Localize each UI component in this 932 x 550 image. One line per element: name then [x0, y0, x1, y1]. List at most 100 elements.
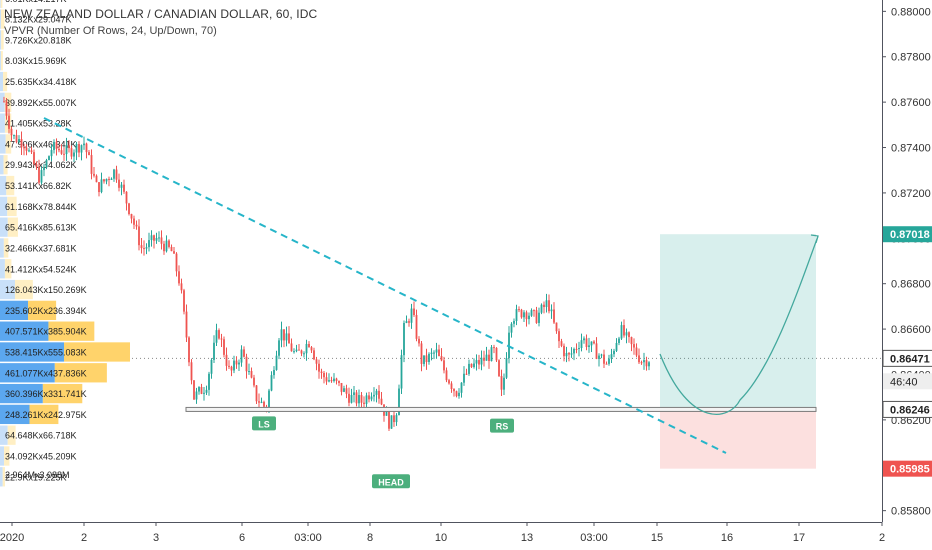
price-label-bg [882, 349, 932, 367]
candle-body [68, 145, 70, 149]
pattern-label: HEAD [378, 477, 404, 487]
candle-body [415, 314, 418, 339]
candle-body [458, 392, 460, 397]
candle-body [368, 395, 370, 400]
vp-down-bar [5, 134, 12, 154]
candle-body [38, 167, 40, 183]
indicator-legend[interactable]: VPVR (Number Of Rows, 24, Up/Down, 70) [4, 25, 217, 37]
candle-body [395, 415, 398, 423]
price-label-bg [883, 460, 932, 477]
price-tick-label: 0.86600 [891, 324, 931, 336]
vp-row-label: 22.9Kx19.225K [5, 472, 67, 482]
time-tick-label: 8 [367, 532, 373, 544]
candle-body [130, 214, 133, 219]
vp-down-bar [3, 155, 8, 175]
projection-curve[interactable] [659, 235, 819, 415]
vp-up-bar [0, 155, 4, 175]
vp-down-bar [4, 92, 12, 112]
candle-body [3, 101, 5, 103]
candle-body [445, 370, 448, 381]
vp-down-bar [3, 238, 9, 258]
time-tick-label: 16 [721, 532, 733, 544]
candle-body [393, 415, 395, 423]
candle-body [13, 135, 15, 137]
candle-body [378, 390, 380, 399]
candle-body [243, 349, 245, 357]
price-label: 46:40 [890, 376, 918, 388]
candle-body [223, 339, 225, 355]
target-zone[interactable] [660, 234, 816, 410]
time-tick-label: 13 [521, 532, 533, 544]
vp-up-bar [0, 51, 1, 71]
candle-body [498, 360, 500, 377]
candle-body [453, 388, 455, 392]
candle-body [25, 147, 28, 151]
vp-row-label: 61.168Kx78.844K [5, 202, 77, 212]
candle-body [128, 203, 130, 215]
candle-body [335, 378, 338, 381]
candle-body [50, 150, 53, 157]
candle-body [303, 353, 305, 355]
candle-body [520, 309, 523, 318]
pattern-label-bg [372, 474, 410, 489]
candle-body [170, 246, 173, 252]
candle-body [533, 310, 535, 312]
candle-body [625, 332, 628, 336]
vp-row-label: 41.412Kx54.524K [5, 264, 77, 274]
candle-body [593, 341, 595, 344]
candle-body [115, 169, 118, 180]
candle-body [78, 144, 80, 153]
vp-down-bar [0, 0, 3, 8]
candle-body [438, 349, 440, 357]
candle-body [133, 218, 135, 225]
vp-down-bar [64, 342, 130, 362]
candle-body [85, 143, 88, 153]
vp-down-bar [7, 425, 16, 445]
time-tick-label: 03:00 [294, 532, 322, 544]
candle-body [58, 148, 60, 151]
vp-row-label: 126.043Kx150.269K [5, 285, 87, 295]
time-tick-label: 3 [153, 532, 159, 544]
candle-body [293, 351, 295, 353]
candle-body [138, 226, 140, 246]
candle-body [150, 235, 153, 241]
candle-body [623, 325, 625, 336]
drawings[interactable]: LS HEAD RS [43, 117, 819, 489]
candle-body [538, 312, 540, 323]
candle-body [380, 398, 383, 405]
candle-body [353, 392, 355, 396]
candle-body [470, 363, 473, 368]
candle-body [140, 245, 143, 249]
candle-body [53, 141, 55, 151]
price-tick-label: 0.86800 [891, 279, 931, 291]
candle-body [463, 373, 465, 383]
candle-body [545, 300, 548, 308]
price-tick-label: 0.88000 [891, 6, 931, 18]
candle-body [628, 332, 630, 338]
candle-body [290, 343, 293, 352]
candle-body [263, 401, 265, 407]
candle-body [485, 354, 488, 361]
vp-up-bar [0, 30, 2, 50]
stop-zone[interactable] [660, 409, 816, 469]
descending-trendline[interactable] [43, 117, 727, 454]
candle-body [208, 373, 210, 390]
candle-body [135, 224, 138, 227]
vp-up-bar [0, 446, 5, 466]
vp-row-label: 461.077Kx437.836K [5, 368, 87, 378]
vp-row-label: 8.03Kx15.969K [5, 56, 67, 66]
candle-body [230, 366, 233, 371]
vp-row-label: 8.132Kx29.047K [5, 15, 72, 25]
neckline-rect[interactable] [185, 406, 817, 412]
position-zones[interactable] [660, 234, 816, 469]
vp-down-bar [4, 259, 12, 279]
candle-body [373, 394, 375, 397]
candle-body [460, 382, 463, 393]
candle-body [15, 135, 18, 143]
vp-down-bar [2, 467, 6, 487]
candle-body [328, 380, 330, 382]
candle-body [295, 349, 298, 352]
candle-body [598, 355, 600, 359]
